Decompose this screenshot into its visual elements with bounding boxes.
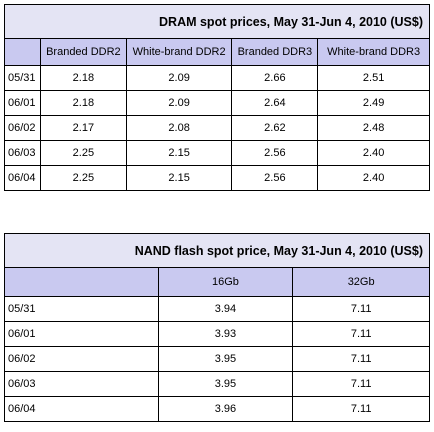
dram-header-whitebrand-ddr2: White-brand DDR2 (125, 38, 233, 66)
table-row: 06/01 2.18 2.09 2.64 2.49 (4, 90, 430, 116)
nand-table-title: NAND flash spot price, May 31-Jun 4, 201… (4, 233, 430, 268)
price-cell: 2.15 (125, 165, 233, 191)
table-row: 06/03 2.25 2.15 2.56 2.40 (4, 140, 430, 166)
table-row: 06/04 3.96 7.11 (4, 396, 430, 422)
dram-header-branded-ddr2: Branded DDR2 (39, 38, 127, 66)
price-cell: 2.18 (39, 90, 127, 116)
price-cell: 2.09 (125, 90, 233, 116)
price-cell: 2.17 (39, 115, 127, 141)
dram-header-whitebrand-ddr3: White-brand DDR3 (317, 38, 430, 66)
price-cell: 3.93 (157, 321, 294, 347)
table-row: 06/02 2.17 2.08 2.62 2.48 (4, 115, 430, 141)
date-cell: 05/31 (4, 65, 41, 91)
price-cell: 2.15 (125, 140, 233, 166)
nand-price-table: NAND flash spot price, May 31-Jun 4, 201… (4, 233, 430, 422)
price-cell: 7.11 (292, 321, 430, 347)
price-cell: 2.49 (317, 90, 430, 116)
price-cell: 2.64 (231, 90, 319, 116)
table-row: 06/01 3.93 7.11 (4, 321, 430, 347)
dram-table-title: DRAM spot prices, May 31-Jun 4, 2010 (US… (4, 4, 430, 39)
table-row: 06/02 3.95 7.11 (4, 346, 430, 372)
price-cell: 2.56 (231, 140, 319, 166)
price-cell: 7.11 (292, 396, 430, 422)
table-row: 06/03 3.95 7.11 (4, 371, 430, 397)
price-cell: 7.11 (292, 296, 430, 322)
dram-header-date (4, 38, 41, 66)
price-cell: 2.25 (39, 140, 127, 166)
date-cell: 06/04 (4, 396, 159, 422)
nand-header-date (4, 267, 159, 297)
price-cell: 2.08 (125, 115, 233, 141)
date-cell: 06/04 (4, 165, 41, 191)
date-cell: 06/02 (4, 346, 159, 372)
date-cell: 06/02 (4, 115, 41, 141)
price-cell: 2.56 (231, 165, 319, 191)
price-cell: 2.18 (39, 65, 127, 91)
price-cell: 2.09 (125, 65, 233, 91)
table-row: 06/04 2.25 2.15 2.56 2.40 (4, 165, 430, 191)
price-cell: 2.62 (231, 115, 319, 141)
price-cell: 3.95 (157, 346, 294, 372)
price-cell: 3.96 (157, 396, 294, 422)
price-cell: 2.48 (317, 115, 430, 141)
date-cell: 06/01 (4, 321, 159, 347)
nand-header-32gb: 32Gb (292, 267, 430, 297)
nand-header-16gb: 16Gb (157, 267, 294, 297)
table-row: 05/31 2.18 2.09 2.66 2.51 (4, 65, 430, 91)
price-cell: 7.11 (292, 371, 430, 397)
price-cell: 2.66 (231, 65, 319, 91)
date-cell: 06/01 (4, 90, 41, 116)
price-cell: 2.40 (317, 140, 430, 166)
date-cell: 06/03 (4, 140, 41, 166)
dram-header-branded-ddr3: Branded DDR3 (231, 38, 319, 66)
table-row: 05/31 3.94 7.11 (4, 296, 430, 322)
dram-price-table: DRAM spot prices, May 31-Jun 4, 2010 (US… (4, 4, 430, 191)
price-cell: 2.51 (317, 65, 430, 91)
date-cell: 06/03 (4, 371, 159, 397)
price-cell: 3.94 (157, 296, 294, 322)
price-cell: 7.11 (292, 346, 430, 372)
date-cell: 05/31 (4, 296, 159, 322)
price-cell: 2.25 (39, 165, 127, 191)
price-cell: 2.40 (317, 165, 430, 191)
price-cell: 3.95 (157, 371, 294, 397)
